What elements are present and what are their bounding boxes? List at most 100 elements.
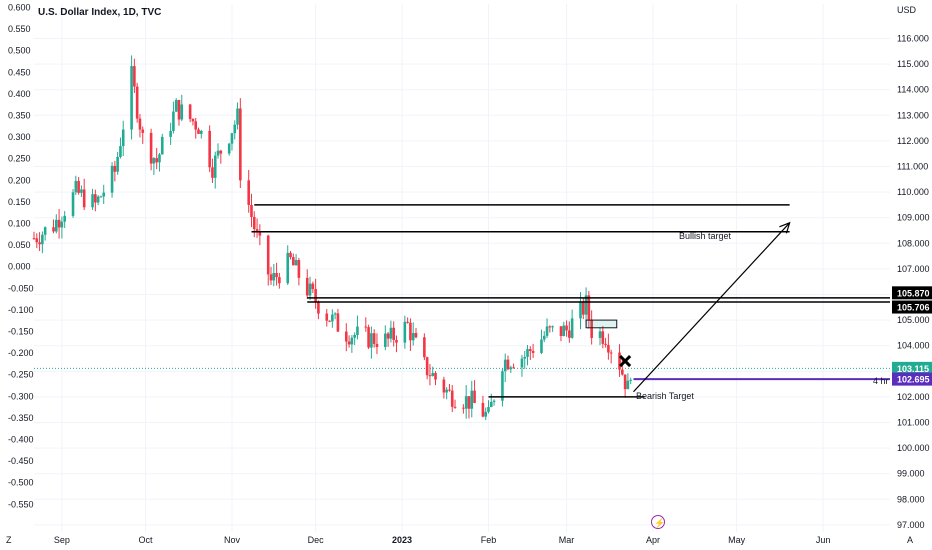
candle-body xyxy=(601,331,605,344)
candle-body xyxy=(169,130,172,137)
candle-body xyxy=(590,319,593,338)
candle-body xyxy=(618,352,621,370)
candle-body xyxy=(523,356,527,359)
candle-body xyxy=(311,283,315,290)
candle-body xyxy=(208,130,211,168)
left-axis-tick-label: -0.400 xyxy=(8,435,34,445)
candle-body xyxy=(255,229,259,232)
candle-body xyxy=(77,180,80,193)
left-axis-tick-label: 0.050 xyxy=(8,240,31,250)
candle-body xyxy=(568,330,571,338)
candle-body xyxy=(333,313,337,315)
consolidation-box xyxy=(585,319,618,329)
candle-body xyxy=(487,407,490,412)
left-axis-tick-label: -0.450 xyxy=(8,456,34,466)
candle-body xyxy=(38,242,41,245)
candle-body xyxy=(542,335,546,340)
candle-body xyxy=(526,349,529,357)
candle-body xyxy=(431,372,435,376)
candle-body xyxy=(188,104,192,119)
candle-body xyxy=(434,372,437,380)
candle-body xyxy=(113,165,117,172)
left-axis-tick-label: 0.450 xyxy=(8,67,31,77)
candle-body xyxy=(252,216,256,230)
candle-body xyxy=(269,274,273,281)
candle-body xyxy=(453,406,457,408)
candle-body xyxy=(94,194,97,203)
price-tag-box xyxy=(892,372,932,386)
candle-body xyxy=(375,343,379,347)
candle-body xyxy=(540,339,543,353)
candle-body xyxy=(489,401,493,408)
x-axis-tick-label: May xyxy=(728,535,746,545)
flash-icon[interactable]: ⚡ xyxy=(651,515,666,530)
candle-body xyxy=(219,150,223,154)
candle-body xyxy=(236,108,239,125)
candle-body xyxy=(74,180,78,193)
right-axis-tick-label: 99.000 xyxy=(897,469,925,479)
candle-body xyxy=(395,339,398,343)
candle-body xyxy=(135,86,139,119)
x-axis-tick-label: Feb xyxy=(481,535,497,545)
candle-body xyxy=(411,333,415,341)
candle-body xyxy=(473,390,476,403)
candle-body xyxy=(305,277,309,296)
candle-body xyxy=(581,301,585,315)
price-tag-label: 105.706 xyxy=(897,303,930,313)
candle-body xyxy=(621,369,624,375)
candle-body xyxy=(278,277,281,284)
candle-body xyxy=(484,411,488,417)
candle-body xyxy=(626,380,630,390)
right-axis-tick-label: 113.000 xyxy=(897,110,929,120)
candle-body xyxy=(199,130,203,134)
candle-body xyxy=(141,129,145,133)
candle-body xyxy=(266,235,270,275)
candle-body xyxy=(350,337,354,345)
candle-body xyxy=(194,121,198,130)
candle-body xyxy=(63,215,66,222)
candle-body xyxy=(370,333,373,348)
candle-body xyxy=(520,358,524,368)
candle-body xyxy=(233,124,237,134)
candle-body xyxy=(239,108,242,181)
candle-body xyxy=(353,335,356,338)
left-axis-tick-label: 0.600 xyxy=(8,3,31,13)
candle-body xyxy=(512,367,515,369)
candle-body xyxy=(467,396,471,409)
candle-body xyxy=(331,314,334,322)
candle-body xyxy=(448,389,451,391)
timezone-toggle[interactable]: Z xyxy=(6,535,12,545)
candle-body xyxy=(96,196,100,203)
candle-body xyxy=(325,313,329,321)
left-axis-tick-label: 0.500 xyxy=(8,46,31,56)
price-tag-box xyxy=(892,300,932,314)
right-axis-tick-label: 105.000 xyxy=(897,315,930,325)
candle-body xyxy=(289,252,292,258)
left-axis-tick-label: 0.200 xyxy=(8,175,31,185)
candle-body xyxy=(52,227,55,232)
left-axis-tick-label: 0.400 xyxy=(8,89,31,99)
candle-body xyxy=(82,189,86,208)
candle-body xyxy=(272,272,276,281)
candle-body xyxy=(152,158,156,164)
right-axis-tick-label: 104.000 xyxy=(897,341,930,351)
candle-body xyxy=(116,156,119,172)
candle-body xyxy=(197,129,200,134)
x-axis-tick-label: Nov xyxy=(224,535,241,545)
left-axis-tick-label: -0.300 xyxy=(8,391,34,401)
right-axis-tick-label: 100.000 xyxy=(897,443,930,453)
candle-body xyxy=(604,343,607,345)
price-tag-box xyxy=(892,361,932,375)
left-axis-tick-label: -0.250 xyxy=(8,370,34,380)
right-axis-tick-label: 97.000 xyxy=(897,520,925,530)
projection-arrow-line xyxy=(633,222,791,393)
candle-body xyxy=(80,189,83,193)
candle-body xyxy=(286,252,290,284)
candle-body xyxy=(138,118,142,130)
candle-body xyxy=(470,390,474,409)
auto-scale-toggle[interactable]: A xyxy=(907,535,913,545)
x-axis-tick-label: Jun xyxy=(816,535,831,545)
candle-body xyxy=(623,374,627,390)
candle-body xyxy=(297,260,301,278)
